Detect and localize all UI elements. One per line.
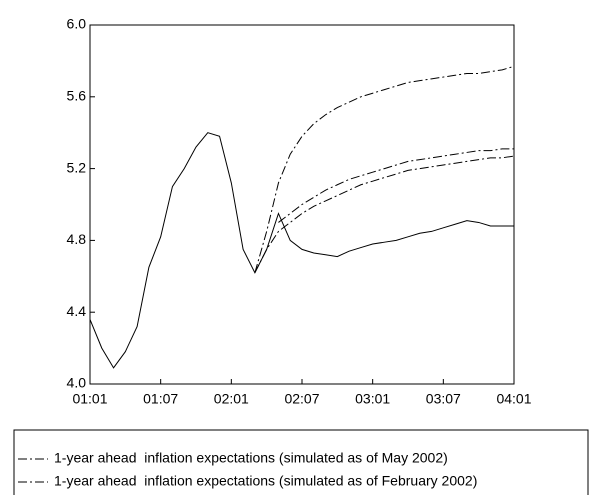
series-line <box>254 155 515 273</box>
y-tick-label: 4.8 <box>67 231 87 247</box>
x-tick-label: 02:01 <box>214 391 249 407</box>
legend-box <box>13 429 589 495</box>
x-tick-label: 03:07 <box>426 391 461 407</box>
series-line <box>278 148 514 223</box>
legend-label: 1-year ahead inflation expectations (sim… <box>54 473 477 489</box>
series-line <box>89 132 514 369</box>
x-tick-label: 03:01 <box>355 391 390 407</box>
x-tick-label: 02:07 <box>284 391 319 407</box>
y-tick-label: 4.4 <box>67 303 87 319</box>
x-tick-label: 01:01 <box>72 391 107 407</box>
y-tick-label: 5.2 <box>67 159 87 175</box>
y-tick-label: 6.0 <box>67 16 87 32</box>
x-tick-label: 01:07 <box>143 391 178 407</box>
series-line <box>254 65 515 273</box>
legend-label: 1-year ahead inflation expectations (sim… <box>54 450 448 466</box>
y-tick-label: 4.0 <box>67 375 87 391</box>
x-tick-label: 04:01 <box>496 391 531 407</box>
y-tick-label: 5.6 <box>67 88 87 104</box>
